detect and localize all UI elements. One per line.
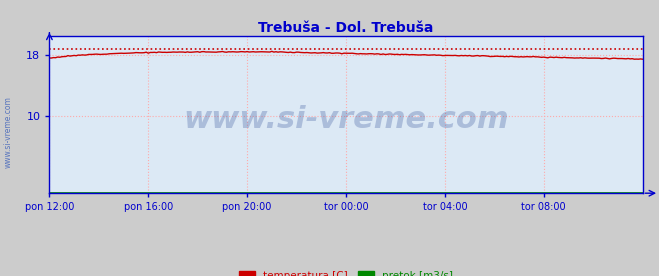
Text: www.si-vreme.com: www.si-vreme.com: [3, 97, 13, 168]
Title: Trebuša - Dol. Trebuša: Trebuša - Dol. Trebuša: [258, 21, 434, 35]
Legend: temperatura [C], pretok [m3/s]: temperatura [C], pretok [m3/s]: [235, 267, 457, 276]
Text: www.si-vreme.com: www.si-vreme.com: [183, 105, 509, 134]
